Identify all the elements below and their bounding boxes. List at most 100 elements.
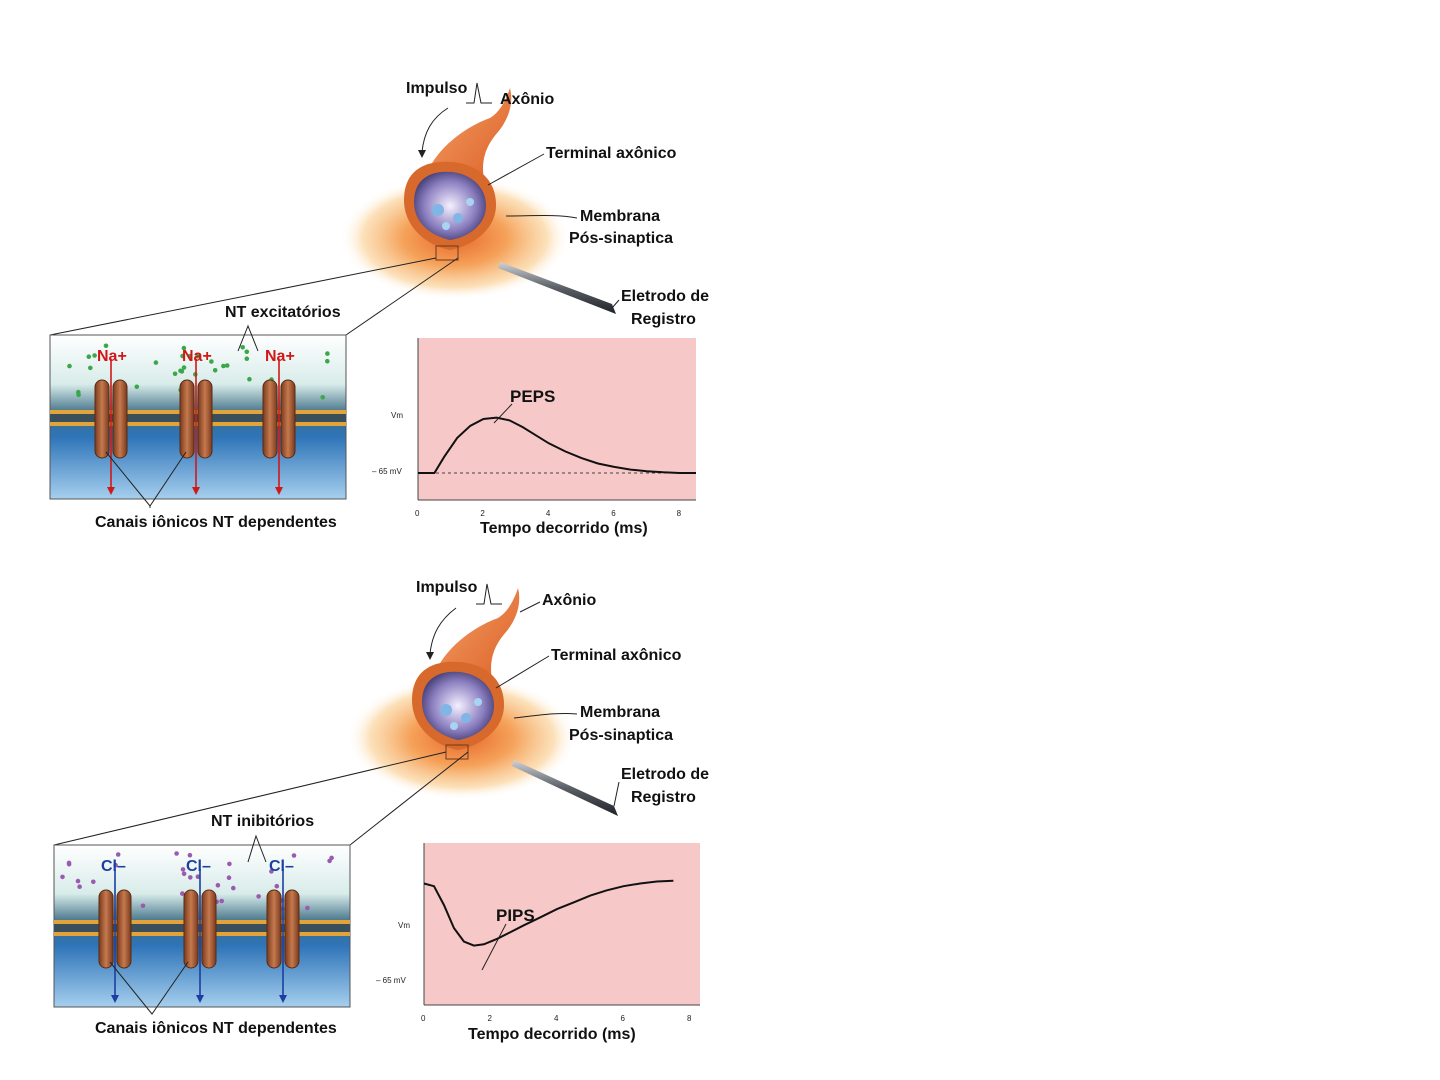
x-tick-label: 0 [421, 1014, 426, 1023]
neurotransmitter-dot [221, 363, 226, 369]
terminal-label: Terminal axônico [551, 647, 682, 664]
electrode-leader-line [613, 781, 620, 807]
baseline-label: – 65 mV [372, 467, 402, 476]
ion-channel [266, 889, 300, 969]
x-tick-label: 2 [480, 509, 485, 518]
ion-channel [179, 379, 213, 459]
channels-leader-line [105, 451, 187, 508]
neurotransmitter-dot [256, 894, 261, 899]
zoom-line-right [345, 257, 459, 336]
synapse-illustration [340, 88, 616, 314]
ion-label: Cl– [186, 858, 211, 875]
ion-label: Na+ [265, 348, 295, 365]
baseline-label: – 65 mV [376, 976, 406, 985]
channels-leader-line [109, 961, 189, 1015]
neurotransmitter-dot [180, 867, 186, 872]
neurotransmitter-dot [134, 384, 140, 390]
ion-channel [98, 889, 132, 969]
x-tick-label: 0 [415, 509, 420, 518]
terminal-leader-line [495, 655, 550, 689]
zoom-line-left [53, 751, 447, 846]
neurotransmitter-dot [188, 875, 193, 880]
neurotransmitter-dot [325, 351, 330, 356]
neurotransmitter-dot [195, 353, 200, 359]
ion-flow-arrowhead [196, 995, 204, 1003]
chart-background [418, 338, 696, 500]
electrode-label-line1: Eletrodo de [621, 288, 709, 305]
neurotransmitter-dot [181, 871, 187, 877]
pips-chart: PIPS Vm – 65 mV 0 2 4 6 8 Tempo decorrido (m… [376, 843, 700, 1043]
neurotransmitter-dot [226, 875, 232, 880]
neurotransmitter-dot [66, 861, 72, 867]
neurotransmitter-dot [224, 363, 230, 368]
x-tick-label: 6 [611, 509, 616, 518]
curve-label: PEPS [510, 387, 555, 406]
neurotransmitter-dot [327, 858, 332, 864]
neurotransmitter-dot [320, 395, 326, 400]
ion-label: Cl– [101, 858, 126, 875]
x-axis-label: Tempo decorrido (ms) [480, 520, 648, 537]
neurotransmitter-dot [67, 363, 72, 369]
terminal-leader-line [487, 153, 545, 186]
neurotransmitter-dot [86, 354, 92, 360]
neurotransmitter-dot [92, 353, 97, 358]
impulse-label: Impulso [416, 579, 478, 596]
y-axis-label: Vm [391, 411, 403, 420]
zoom-line-left [49, 257, 437, 336]
x-tick-label: 4 [554, 1014, 559, 1023]
neurotransmitter-dot [269, 869, 274, 874]
channels-label: Canais iônicos NT dependentes [95, 1020, 337, 1037]
electrode-label-line1: Eletrodo de [621, 766, 709, 783]
x-tick-label: 4 [546, 509, 551, 518]
neurotransmitter-dot [227, 861, 232, 867]
electrode-label-line2: Registro [631, 311, 696, 328]
excitatory-panel: Impulso Axônio Terminal axônico Membrana… [49, 80, 709, 537]
neurotransmitter-dot [212, 368, 218, 373]
neurotransmitter-dot [244, 356, 250, 362]
channels-label: Canais iônicos NT dependentes [95, 514, 337, 531]
neurotransmitter-dot [113, 862, 118, 868]
membrane-label-line2: Pós-sinaptica [569, 230, 673, 247]
curve-label: PIPS [496, 906, 535, 925]
neurotransmitter-dot [247, 376, 252, 382]
neurotransmitter-dot [187, 852, 193, 858]
membrane-label-line1: Membrana [580, 208, 660, 225]
synapse-illustration [347, 588, 618, 816]
nt-label: NT inibitórios [211, 813, 314, 830]
neurotransmitter-dot [140, 903, 146, 909]
axon-label: Axônio [500, 91, 554, 108]
ion-flow-arrowhead [111, 995, 119, 1003]
ion-channel [262, 379, 296, 459]
impulse-arrow-icon [429, 607, 457, 655]
neurotransmitter-dot [174, 851, 179, 856]
ion-channel [183, 889, 217, 969]
y-axis-label: Vm [398, 921, 410, 930]
neurotransmitter-dot [178, 368, 183, 374]
neurotransmitter-dot [103, 343, 109, 349]
membrane-leader-line [513, 713, 578, 719]
neurotransmitter-dot [240, 345, 245, 350]
ion-label: Na+ [182, 348, 212, 365]
membrane-label-line2: Pós-sinaptica [569, 727, 673, 744]
ion-label: Cl– [269, 858, 294, 875]
x-tick-label: 8 [687, 1014, 692, 1023]
neurotransmitter-dot [274, 883, 280, 889]
neurotransmitter-dot [181, 365, 187, 370]
neurotransmitter-dot [187, 353, 192, 359]
membrane-closeup: Na+ Na+ Na+ [49, 334, 347, 500]
impulse-spike-icon [476, 583, 502, 605]
ion-label: Na+ [97, 348, 127, 365]
neurotransmitter-dot [75, 878, 81, 884]
neurotransmitter-dot [219, 898, 224, 904]
x-axis-label: Tempo decorrido (ms) [468, 1026, 636, 1043]
membrane-leader-line [505, 215, 578, 219]
neurotransmitter-dot [172, 371, 178, 377]
peps-curve [418, 416, 696, 474]
ion-flow-arrowhead [192, 487, 200, 495]
ion-flow-arrowhead [275, 487, 283, 495]
membrane-label-line1: Membrana [580, 704, 660, 721]
neurotransmitter-dot [77, 884, 82, 889]
neurotransmitter-dot [115, 852, 121, 857]
nt-label: NT excitatórios [225, 304, 341, 321]
neurotransmitter-dot [76, 392, 81, 398]
